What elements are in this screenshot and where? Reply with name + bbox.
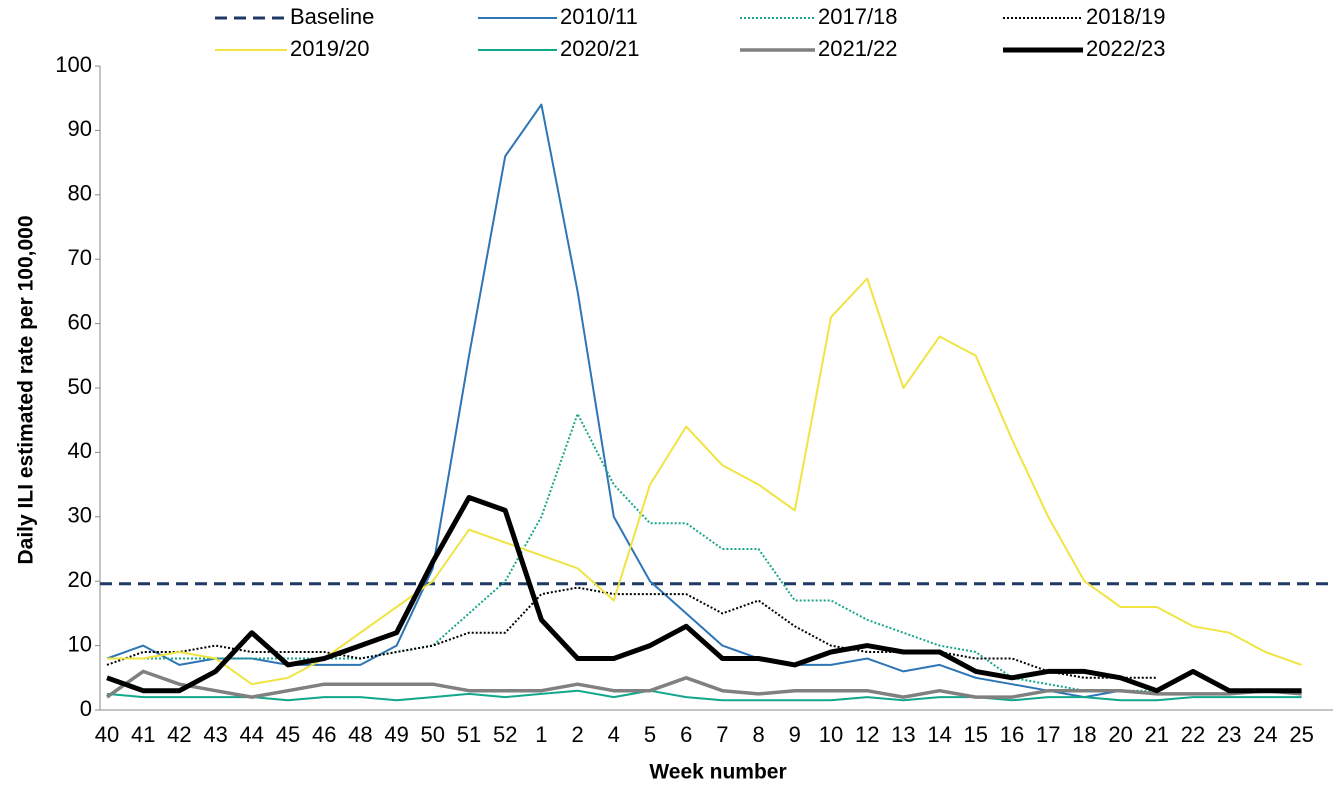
x-tick-label: 16: [1000, 722, 1024, 747]
legend-label: 2019/20: [290, 36, 370, 61]
y-tick-label: 100: [55, 52, 92, 77]
legend-label: 2020/21: [560, 36, 640, 61]
series-line: [106, 586, 1157, 679]
x-tick-label: 1: [535, 722, 547, 747]
x-tick-label: 49: [384, 722, 408, 747]
x-tick-label: 40: [95, 722, 119, 747]
legend-label: 2018/19: [1086, 4, 1166, 29]
y-tick-label: 60: [68, 309, 92, 334]
series-line: [106, 103, 1121, 699]
x-tick-label: 52: [493, 722, 517, 747]
y-tick-label: 10: [68, 631, 92, 656]
x-tick-label: 42: [167, 722, 191, 747]
x-tick-label: 6: [680, 722, 692, 747]
y-tick-label: 0: [80, 696, 92, 721]
x-tick-label: 4: [608, 722, 620, 747]
x-tick-label: 17: [1036, 722, 1060, 747]
x-tick-label: 8: [752, 722, 764, 747]
y-tick-label: 70: [68, 245, 92, 270]
legend-label: 2010/11: [560, 4, 638, 29]
y-tick-label: 40: [68, 438, 92, 463]
x-tick-label: 18: [1072, 722, 1096, 747]
y-tick-label: 50: [68, 374, 92, 399]
x-tick-label: 10: [819, 722, 843, 747]
legend-label: 2017/18: [818, 4, 898, 29]
x-tick-label: 5: [644, 722, 656, 747]
x-tick-label: 21: [1145, 722, 1169, 747]
x-tick-label: 20: [1108, 722, 1132, 747]
series-line: [105, 669, 1302, 699]
x-tick-label: 46: [312, 722, 336, 747]
x-tick-label: 2: [571, 722, 583, 747]
legend-label: 2022/23: [1086, 36, 1166, 61]
legend-label: 2021/22: [818, 36, 898, 61]
x-tick-label: 48: [348, 722, 372, 747]
y-axis-title: Daily ILI estimated rate per 100,000: [15, 215, 38, 564]
x-tick-label: 43: [203, 722, 227, 747]
x-tick-label: 51: [457, 722, 481, 747]
y-tick-label: 30: [68, 503, 92, 528]
x-tick-label: 44: [240, 722, 264, 747]
y-tick-label: 20: [68, 567, 92, 592]
y-tick-label: 80: [68, 181, 92, 206]
series-line: [106, 495, 1302, 694]
x-tick-label: 13: [891, 722, 915, 747]
series-line: [107, 412, 1157, 692]
x-tick-label: 7: [716, 722, 728, 747]
x-tick-label: 12: [855, 722, 879, 747]
x-tick-label: 23: [1217, 722, 1241, 747]
x-tick-label: 9: [789, 722, 801, 747]
x-tick-label: 50: [421, 722, 445, 747]
series-line: [107, 277, 1302, 686]
legend-label: Baseline: [290, 4, 374, 29]
y-tick-label: 90: [68, 116, 92, 141]
x-tick-label: 24: [1253, 722, 1277, 747]
series-line: [106, 689, 1302, 702]
x-tick-label: 15: [964, 722, 988, 747]
x-tick-label: 22: [1181, 722, 1205, 747]
x-tick-label: 14: [927, 722, 951, 747]
x-tick-label: 41: [131, 722, 155, 747]
x-tick-label: 25: [1289, 722, 1313, 747]
x-axis-title: Week number: [649, 761, 786, 784]
x-tick-label: 45: [276, 722, 300, 747]
